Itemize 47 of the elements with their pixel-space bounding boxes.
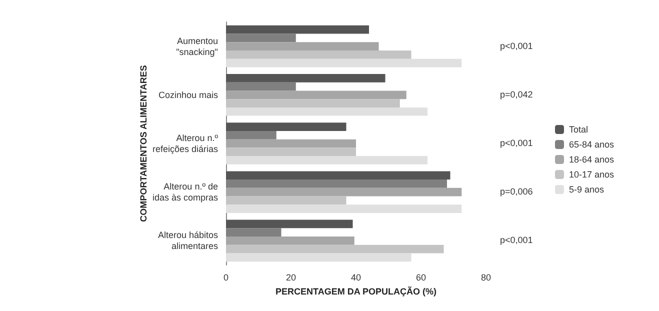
bar: [226, 99, 400, 108]
bar: [226, 74, 386, 82]
bar: [226, 228, 282, 237]
x-tick-label: 40: [350, 272, 362, 282]
x-tick-label: 60: [416, 272, 426, 282]
bar: [226, 236, 354, 245]
y-tick-label: Aumentou "snacking": [176, 36, 218, 57]
legend-label: 18-64 anos: [569, 154, 615, 164]
y-tick-label: Alterou hábitos alimentares: [158, 230, 218, 252]
bar: [226, 82, 296, 91]
text: p<0,001: [500, 40, 533, 51]
bar: [226, 42, 379, 50]
bar: [226, 107, 428, 116]
bar: [226, 188, 462, 196]
bar: [226, 50, 412, 59]
bar: [226, 58, 462, 68]
bar: [226, 90, 406, 100]
bar: [226, 196, 346, 205]
text: p<0,001: [500, 138, 533, 148]
legend-label: 10-17 anos: [569, 170, 615, 180]
bar: [226, 148, 356, 156]
bar: [226, 204, 462, 213]
legend-label: Total: [569, 124, 588, 134]
x-axis-title: PERCENTAGEM DA POPULAÇÃO (%): [275, 286, 437, 296]
y-tick-label: Cozinhou mais: [158, 90, 218, 100]
bar: [226, 122, 346, 131]
bar: [226, 244, 444, 254]
x-tick-label: 20: [286, 272, 296, 282]
x-tick-label: 80: [480, 272, 492, 282]
text: p<0,001: [500, 235, 533, 246]
text: p=0,042: [500, 89, 533, 100]
bar: [226, 220, 353, 228]
bar: [226, 139, 356, 148]
bar: [226, 171, 450, 180]
y-axis-title: COMPORTAMENTOS ALIMENTARES: [138, 65, 148, 222]
bar: [226, 156, 428, 164]
y-tick-label: Alterou n.º refeições diárias: [152, 133, 219, 154]
y-tick-label: Alterou n.º de idas às compras: [152, 182, 218, 203]
bar: [226, 253, 412, 262]
bar: [226, 180, 447, 188]
bar: [226, 130, 276, 140]
legend-label: 65-84 anos: [569, 140, 615, 150]
x-tick-label: 0: [223, 272, 229, 282]
bar: [226, 34, 296, 42]
text: p=0,006: [500, 186, 533, 197]
legend-label: 5-9 anos: [569, 184, 605, 194]
bar: [226, 25, 369, 34]
